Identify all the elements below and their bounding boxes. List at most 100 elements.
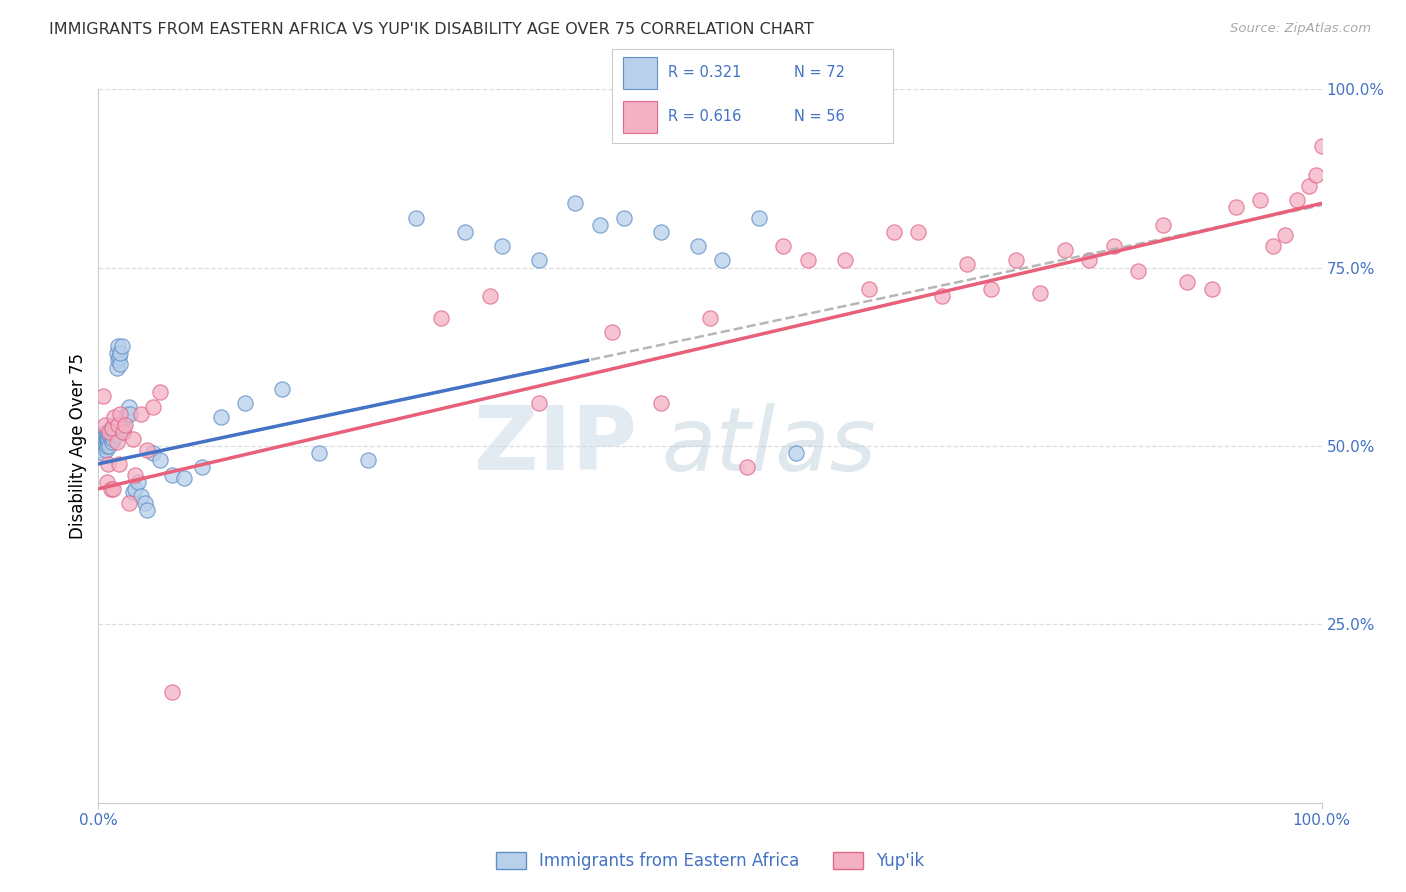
- Point: [748, 211, 770, 225]
- Point: [105, 435, 128, 450]
- Point: [613, 211, 636, 225]
- Point: [142, 446, 165, 460]
- Point: [134, 496, 156, 510]
- Point: [101, 421, 124, 435]
- Point: [160, 467, 183, 482]
- Point: [1175, 275, 1198, 289]
- Point: [118, 400, 141, 414]
- Point: [98, 425, 121, 439]
- Point: [108, 457, 131, 471]
- Point: [101, 432, 124, 446]
- Point: [120, 407, 142, 421]
- Point: [93, 428, 115, 442]
- Point: [96, 475, 118, 489]
- Point: [173, 471, 195, 485]
- Point: [1225, 200, 1247, 214]
- Point: [699, 310, 721, 325]
- Point: [160, 685, 183, 699]
- Point: [142, 400, 165, 414]
- Point: [527, 253, 550, 268]
- Point: [308, 446, 330, 460]
- Point: [1078, 253, 1101, 268]
- Point: [94, 435, 117, 450]
- Point: [97, 435, 120, 450]
- Point: [858, 282, 880, 296]
- Point: [93, 417, 115, 432]
- Point: [100, 421, 122, 435]
- Point: [108, 350, 131, 364]
- Point: [1286, 193, 1309, 207]
- Point: [107, 339, 129, 353]
- Point: [100, 432, 122, 446]
- Point: [124, 467, 146, 482]
- Point: [980, 282, 1002, 296]
- Text: Source: ZipAtlas.com: Source: ZipAtlas.com: [1230, 22, 1371, 36]
- Legend: Immigrants from Eastern Africa, Yup'ik: Immigrants from Eastern Africa, Yup'ik: [489, 845, 931, 877]
- Point: [121, 485, 143, 500]
- Point: [104, 421, 127, 435]
- Point: [111, 417, 134, 432]
- Point: [110, 407, 132, 421]
- Point: [111, 339, 134, 353]
- Text: N = 56: N = 56: [794, 110, 845, 125]
- Point: [209, 410, 232, 425]
- Point: [94, 425, 117, 439]
- Point: [233, 396, 256, 410]
- Point: [478, 289, 501, 303]
- Point: [1029, 285, 1052, 300]
- Point: [114, 417, 136, 432]
- Point: [110, 357, 132, 371]
- Point: [1102, 239, 1125, 253]
- Point: [90, 442, 112, 457]
- Point: [430, 310, 453, 325]
- Point: [97, 457, 120, 471]
- Text: atlas: atlas: [661, 403, 876, 489]
- Point: [98, 428, 121, 442]
- Point: [111, 425, 134, 439]
- Text: R = 0.321: R = 0.321: [668, 65, 741, 80]
- Point: [118, 496, 141, 510]
- Point: [686, 239, 709, 253]
- Point: [107, 353, 129, 368]
- Point: [270, 382, 294, 396]
- Point: [101, 425, 124, 439]
- Point: [105, 360, 128, 375]
- Point: [735, 460, 758, 475]
- Point: [104, 428, 127, 442]
- Point: [96, 432, 118, 446]
- Point: [111, 425, 134, 439]
- Text: IMMIGRANTS FROM EASTERN AFRICA VS YUP'IK DISABILITY AGE OVER 75 CORRELATION CHAR: IMMIGRANTS FROM EASTERN AFRICA VS YUP'IK…: [49, 22, 814, 37]
- Point: [93, 439, 115, 453]
- Point: [564, 196, 586, 211]
- Point: [883, 225, 905, 239]
- Point: [1298, 178, 1320, 193]
- Point: [115, 407, 138, 421]
- Point: [127, 475, 149, 489]
- Point: [98, 439, 121, 453]
- Point: [1004, 253, 1026, 268]
- Point: [907, 225, 929, 239]
- Point: [772, 239, 794, 253]
- Point: [1310, 139, 1333, 153]
- Point: [114, 410, 136, 425]
- Point: [110, 346, 132, 360]
- Point: [491, 239, 513, 253]
- Point: [797, 253, 820, 268]
- Point: [129, 407, 152, 421]
- Point: [1274, 228, 1296, 243]
- Point: [101, 435, 124, 450]
- Bar: [623, 101, 657, 134]
- Point: [1128, 264, 1150, 278]
- Point: [101, 428, 124, 442]
- Point: [91, 439, 114, 453]
- Point: [1305, 168, 1327, 182]
- Point: [124, 482, 146, 496]
- Bar: [623, 56, 657, 89]
- Point: [650, 396, 672, 410]
- Point: [121, 432, 143, 446]
- Point: [356, 453, 378, 467]
- Text: ZIP: ZIP: [474, 402, 637, 490]
- Point: [129, 489, 152, 503]
- Text: R = 0.616: R = 0.616: [668, 110, 741, 125]
- Point: [103, 410, 125, 425]
